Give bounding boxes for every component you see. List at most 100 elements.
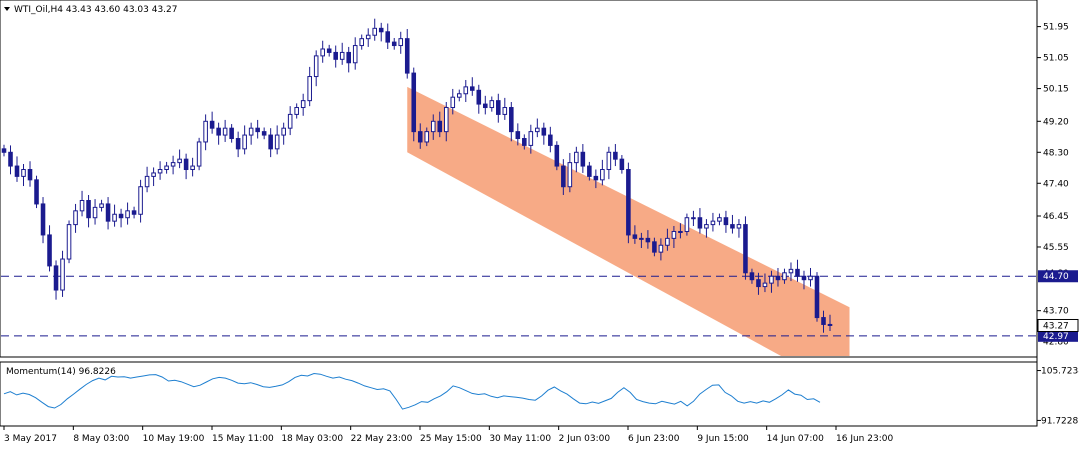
price-axis: 51.95 51.05 50.15 49.20 48.30 47.40 46.45 45.55… [1037, 23, 1079, 348]
candle-body [417, 131, 423, 143]
candle-body [613, 151, 618, 160]
candle-body [66, 224, 72, 260]
price-tick-label: 42.80 [1043, 338, 1069, 348]
candle-body [365, 34, 371, 40]
candle-body [619, 158, 625, 171]
level-tag-bg [1038, 329, 1078, 342]
price-tick-label: 45.55 [1043, 243, 1069, 253]
dropdown-arrow-icon[interactable] [4, 7, 10, 11]
candle-body [509, 107, 514, 133]
candle-body [593, 175, 599, 181]
candle-body [496, 100, 501, 115]
candle-body [196, 141, 202, 167]
price-tick-label: 48.30 [1043, 148, 1069, 158]
time-tick-label: 22 May 23:00 [351, 434, 413, 444]
candle-body [151, 172, 156, 177]
candle-body [307, 76, 312, 102]
time-tick-label: 10 May 19:00 [143, 434, 205, 444]
momentum-line [3, 372, 821, 410]
candle-body [697, 217, 703, 229]
candle-body [476, 89, 482, 105]
candle-body [105, 203, 111, 222]
candle-body [170, 162, 176, 167]
candle-body [450, 96, 456, 109]
level-tag-bg [1038, 270, 1078, 283]
candle-body [248, 127, 254, 136]
candle-body [658, 244, 664, 253]
candle-body [261, 131, 267, 136]
candle-body [522, 138, 527, 146]
candle-body [587, 165, 592, 177]
time-tick-label: 9 Jun 15:00 [697, 434, 749, 444]
candle-body [483, 103, 488, 109]
candle-body [1, 148, 7, 153]
candle-body [606, 151, 612, 171]
candle-body [27, 169, 33, 181]
candle-body [164, 165, 169, 171]
candle-body [554, 144, 560, 167]
level-tag-label: 44.70 [1043, 272, 1069, 282]
candle-body [730, 224, 735, 229]
candle-body [684, 217, 690, 232]
time-tick-label: 15 May 11:00 [212, 434, 274, 444]
candle-body [632, 234, 638, 239]
candle-body [138, 186, 143, 215]
candle-body [333, 51, 338, 60]
candle-body [73, 210, 78, 226]
candle-body [717, 217, 722, 222]
price-tick-label: 51.95 [1043, 23, 1069, 33]
candle-body [40, 203, 46, 236]
candle-body [704, 224, 709, 229]
momentum-layer: 105.7238 91.7228 [3, 367, 1079, 426]
candle-body [203, 120, 208, 143]
candle-body [652, 241, 657, 253]
momentum-tick-label: 105.7238 [1041, 367, 1079, 377]
candle-body [821, 317, 826, 325]
price-tick-label: 49.20 [1043, 117, 1069, 127]
candle-body [548, 134, 553, 146]
candle-body [743, 224, 748, 274]
candle-body [190, 165, 195, 171]
candle-body [795, 268, 800, 277]
candle-body [229, 127, 234, 140]
candle-body [456, 93, 462, 98]
time-tick-label: 30 May 11:00 [489, 434, 551, 444]
level-layer [1, 275, 1037, 337]
candle-body [600, 169, 605, 181]
candle-body [769, 275, 774, 284]
candle-body [300, 100, 306, 109]
candle-body [665, 237, 670, 246]
candle-body [235, 138, 241, 150]
candle-body [118, 213, 124, 219]
candle-body [561, 165, 566, 188]
candle-body [639, 237, 644, 240]
candle-body [678, 230, 683, 233]
candle-body [359, 38, 365, 47]
candle-body [177, 158, 182, 164]
time-tick-label: 25 May 15:00 [420, 434, 482, 444]
candle-body [274, 134, 280, 150]
candle-body [756, 279, 761, 288]
candle-body [691, 217, 696, 220]
candle-body [281, 127, 286, 136]
candle-body [287, 113, 293, 129]
candle-body [801, 275, 807, 281]
candle-body [515, 131, 521, 140]
candle-body [469, 86, 475, 91]
candle-body [489, 100, 495, 109]
candle-body [86, 199, 91, 219]
candle-body [326, 48, 332, 53]
momentum-tick-label: 91.7228 [1041, 416, 1078, 426]
candle-body [626, 169, 631, 236]
chart-header: WTI_Oil,H4 43.43 43.60 43.03 43.27 [14, 5, 178, 15]
candle-body [430, 120, 436, 133]
candle-body [183, 158, 189, 171]
candle-body [411, 72, 417, 133]
time-tick-label: 18 May 03:00 [281, 434, 343, 444]
candle-body [339, 51, 345, 60]
candle-body [346, 51, 351, 64]
candle-body [352, 45, 358, 64]
candle-body [60, 258, 65, 291]
current-price-tag-bg [1037, 318, 1079, 332]
candle-body [762, 282, 768, 288]
